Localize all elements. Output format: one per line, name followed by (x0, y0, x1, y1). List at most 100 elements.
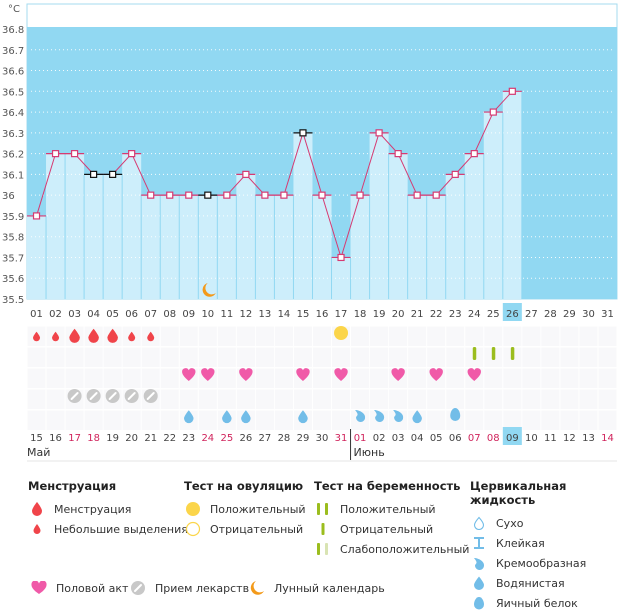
pregnancy-positive-icon (314, 501, 332, 517)
y-tick-label: 35.8 (2, 233, 24, 244)
temp-point (470, 150, 478, 158)
temp-point (261, 191, 269, 199)
temp-bar (407, 195, 427, 299)
month-label: Июнь (354, 446, 385, 459)
fluid-watery-icon (222, 410, 232, 424)
legend-item: Кремообразная (470, 553, 626, 573)
legend-label: Клейкая (496, 536, 545, 550)
temp-bar (502, 91, 522, 299)
date-label: 01 (354, 433, 367, 444)
fluid-watery-icon (298, 410, 308, 424)
menstruation-icon (88, 328, 99, 343)
date-label: 18 (87, 433, 100, 444)
x-tick-label: 25 (487, 309, 500, 320)
y-tick-label: 36.2 (2, 150, 24, 161)
temp-point (299, 129, 307, 137)
temp-point (318, 191, 326, 199)
legend-item: Водянистая (470, 573, 626, 593)
temp-bar (179, 195, 199, 299)
temp-bar (388, 153, 408, 299)
fluid-watery-icon (184, 410, 194, 424)
spotting-icon (128, 331, 136, 342)
legend-label: Половой акт (56, 581, 129, 595)
date-label: 10 (525, 433, 538, 444)
temp-bar (65, 153, 85, 299)
legend-item: Менструация (28, 499, 188, 519)
x-tick-label: 05 (106, 309, 119, 320)
y-tick-label: 35.5 (2, 295, 24, 306)
legend-label: Яичный белок (496, 596, 578, 610)
date-label: 19 (106, 433, 119, 444)
date-label: 23 (182, 433, 195, 444)
temp-point (413, 191, 421, 199)
x-tick-label: 12 (240, 309, 253, 320)
x-tick-label: 24 (468, 309, 481, 320)
x-tick-label: 27 (525, 309, 538, 320)
x-tick-label: 13 (259, 309, 272, 320)
date-label: 16 (49, 433, 62, 444)
date-label: 29 (297, 433, 310, 444)
date-label: 08 (487, 433, 500, 444)
date-label: 17 (68, 433, 81, 444)
temp-bar (236, 174, 256, 299)
date-label: 20 (125, 433, 138, 444)
fluid-egg-white-icon (450, 408, 461, 421)
x-tick-label: 08 (163, 309, 176, 320)
y-tick-label: 36.3 (2, 129, 24, 140)
legend-ovulation: Тест на овуляцию Положительный Отрицател… (184, 479, 306, 539)
temp-point (242, 170, 250, 178)
x-tick-label: 30 (582, 309, 595, 320)
pregnancy-weak-icon (314, 541, 332, 557)
temp-bar (426, 195, 446, 299)
temp-point (489, 108, 497, 116)
heart-icon (296, 368, 310, 381)
temp-point (147, 191, 155, 199)
x-tick-label: 09 (182, 309, 195, 320)
legend-title: Цервикальная жидкость (470, 479, 567, 507)
temp-bar (84, 174, 104, 299)
legend-label: Отрицательный (340, 522, 434, 536)
marker-row-bg (27, 326, 617, 346)
temp-bar (255, 195, 275, 299)
legend-label: Положительный (210, 502, 306, 516)
spotting-icon (33, 331, 41, 342)
temp-bar (122, 153, 142, 299)
legend-medication: Прием лекарств (129, 580, 249, 596)
temp-point (451, 170, 459, 178)
legend-item: Небольшие выделения (28, 519, 188, 539)
fluid-creamy-icon (393, 410, 404, 423)
temp-point (70, 150, 79, 158)
x-tick-label: 15 (297, 309, 310, 320)
bbt-chart: °C 36.8 36.7 36.6 36.5 36.4 36.3 36.2 36.1 36 35.9… (2, 3, 618, 462)
legend-label: Кремообразная (496, 556, 587, 570)
legend-item: Отрицательный (184, 519, 306, 539)
pill-icon (143, 389, 158, 403)
temp-point (223, 191, 231, 199)
y-tick-label: 36.6 (2, 67, 24, 78)
temp-bar (274, 195, 294, 299)
legend-item: Сухо (470, 513, 626, 533)
fluid-dry-icon (470, 515, 488, 531)
y-tick-label: 36.5 (2, 87, 24, 98)
temp-bar (350, 195, 370, 299)
date-label: 03 (392, 433, 405, 444)
marker-row-bg (27, 389, 617, 409)
temp-bar (464, 153, 484, 299)
x-tick-label: 31 (601, 309, 614, 320)
pill-icon (105, 389, 120, 403)
x-tick-label: 01 (30, 309, 43, 320)
date-label: 31 (335, 433, 348, 444)
legend-title: Тест на овуляцию (184, 479, 304, 493)
ovulation-positive-icon (334, 326, 349, 340)
legend-cervical-fluid: Цервикальная жидкость Сухо Клейкая Кремо… (470, 479, 626, 613)
moon-icon (248, 580, 266, 596)
y-tick-label: 36.4 (2, 108, 24, 119)
date-label: 02 (373, 433, 386, 444)
legend-label: Слабоположительный (340, 542, 470, 556)
x-tick-label: 14 (278, 309, 291, 320)
y-tick-label: 36.8 (2, 25, 24, 36)
temp-point (51, 150, 60, 158)
x-tick-label: 28 (544, 309, 557, 320)
date-label: 28 (278, 433, 291, 444)
legend-label: Отрицательный (210, 522, 304, 536)
